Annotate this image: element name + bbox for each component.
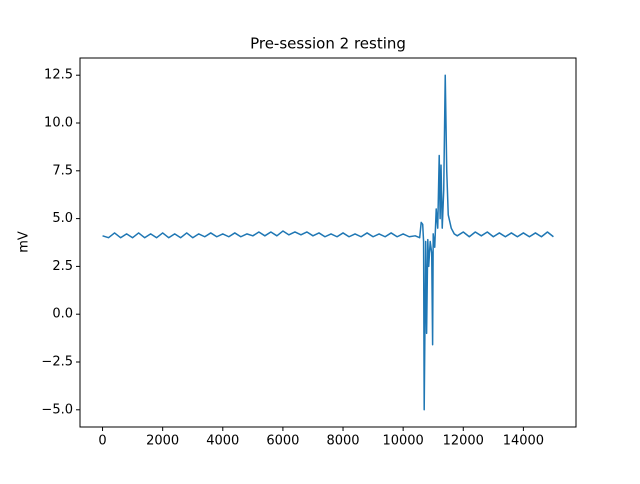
x-tick-label: 6000 — [266, 434, 299, 449]
y-tick-label: 12.5 — [44, 68, 73, 83]
x-tick-label: 0 — [98, 434, 106, 449]
y-tick-label: −5.0 — [41, 402, 73, 417]
x-tick-label: 2000 — [146, 434, 179, 449]
plot-frame — [79, 57, 577, 428]
data-line — [102, 74, 554, 411]
y-tick-label: 5.0 — [52, 211, 73, 226]
y-tick-label: 7.5 — [52, 163, 73, 178]
x-tick-label: 4000 — [206, 434, 239, 449]
y-tick-label: 10.0 — [44, 116, 73, 131]
y-axis-label: mV — [17, 231, 32, 253]
y-tick-label: −2.5 — [41, 354, 73, 369]
x-tick-label: 12000 — [443, 434, 484, 449]
x-tick-label: 14000 — [503, 434, 544, 449]
chart-title: Pre-session 2 resting — [250, 35, 406, 53]
y-tick-label: 0.0 — [52, 307, 73, 322]
x-tick-label: 10000 — [382, 434, 423, 449]
y-tick-label: 2.5 — [52, 259, 73, 274]
x-tick-label: 8000 — [326, 434, 359, 449]
